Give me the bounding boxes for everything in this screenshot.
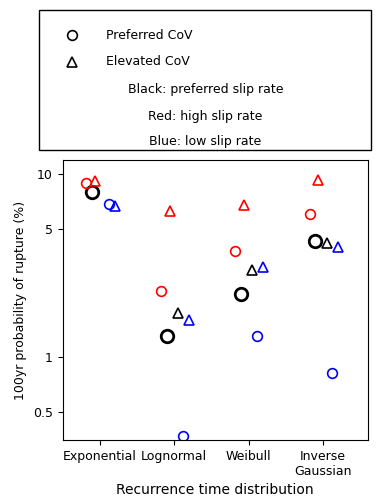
Text: Black: preferred slip rate: Black: preferred slip rate — [127, 84, 283, 96]
Text: Elevated CoV: Elevated CoV — [106, 56, 189, 68]
Y-axis label: 100yr probability of rupture (%): 100yr probability of rupture (%) — [14, 200, 27, 400]
Text: Preferred CoV: Preferred CoV — [106, 28, 192, 42]
X-axis label: Recurrence time distribution: Recurrence time distribution — [116, 484, 314, 498]
Text: Blue: low slip rate: Blue: low slip rate — [149, 135, 262, 148]
FancyBboxPatch shape — [39, 10, 371, 150]
Text: Red: high slip rate: Red: high slip rate — [148, 110, 262, 123]
